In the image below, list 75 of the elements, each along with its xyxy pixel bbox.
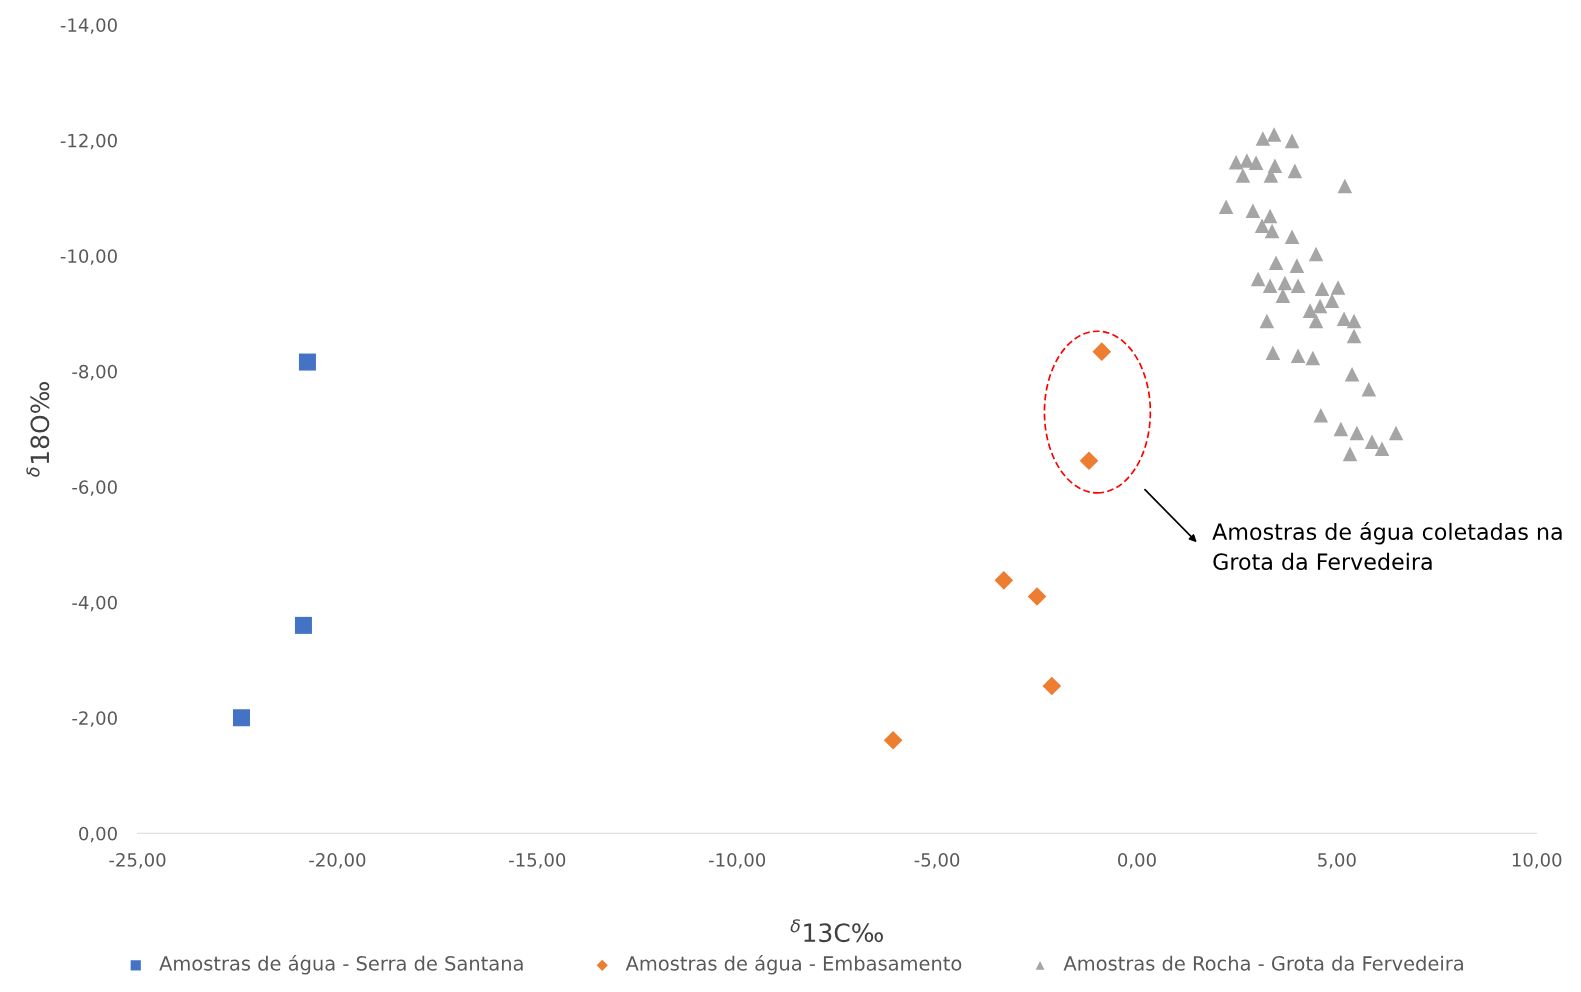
y-tick-label: -10,00 [60, 249, 117, 265]
y-tick-label: -12,00 [60, 133, 117, 150]
x-tick-label: -5,00 [914, 853, 960, 869]
x-tick-label: -20,00 [309, 853, 366, 869]
point [1277, 275, 1293, 291]
point [1254, 218, 1270, 234]
point [1302, 303, 1318, 318]
legend-label: Amostras de água - Serra de Santana [159, 954, 523, 975]
point [1235, 168, 1251, 183]
point [1265, 345, 1281, 361]
point [1245, 203, 1261, 219]
y-axis-title: $^{δ}$18O‰ [26, 382, 50, 477]
y-tick-label: -2,00 [72, 711, 117, 727]
point [1312, 298, 1328, 314]
point [1346, 328, 1362, 344]
point [1336, 311, 1352, 327]
point [1287, 163, 1303, 179]
point [1262, 278, 1278, 294]
point [1333, 421, 1349, 437]
point [1228, 154, 1244, 170]
point [1361, 381, 1377, 397]
legend-label: Amostras de água - Embasamento [625, 954, 962, 975]
point [1344, 366, 1360, 382]
point [1289, 258, 1305, 273]
point [1264, 223, 1280, 239]
point [1346, 313, 1362, 329]
point [1218, 199, 1234, 214]
point [1250, 271, 1266, 287]
x-tick-label: 10,00 [1512, 853, 1562, 869]
y-tick-label: -4,00 [72, 595, 117, 612]
point [1308, 313, 1324, 329]
y-tick-label: -14,00 [60, 18, 117, 34]
point [1079, 451, 1099, 471]
point [1308, 246, 1324, 262]
y-tick-label: -6,00 [72, 480, 117, 496]
x-axis-title: $^{δ}$13C‰ [790, 919, 883, 943]
point [294, 616, 312, 634]
point [1248, 155, 1264, 171]
point [883, 730, 903, 750]
point [1364, 434, 1380, 450]
point [1305, 350, 1321, 366]
point [994, 571, 1014, 590]
point [298, 353, 316, 371]
point [1268, 255, 1284, 271]
point [1262, 208, 1278, 224]
y-tick-label: 0,00 [79, 826, 117, 843]
point [1342, 446, 1358, 462]
x-tick-label: 5,00 [1318, 853, 1356, 869]
x-tick-label: -25,00 [109, 853, 166, 869]
y-tick-label: -8,00 [72, 364, 117, 381]
point [1337, 178, 1353, 194]
x-tick-label: 0,00 [1118, 853, 1156, 869]
point [232, 709, 250, 727]
point [1259, 313, 1275, 329]
point [1324, 293, 1340, 309]
point [1330, 280, 1346, 295]
point [1290, 348, 1306, 363]
point [1275, 288, 1291, 303]
point [1266, 127, 1282, 142]
x-tick-label: -15,00 [509, 853, 566, 869]
point [1314, 281, 1330, 296]
point [1284, 229, 1300, 245]
point [1092, 342, 1112, 361]
point [1388, 425, 1404, 441]
point [1313, 407, 1329, 423]
x-tick-label: -10,00 [708, 853, 766, 869]
point [1027, 587, 1047, 606]
point [1042, 676, 1062, 696]
point [1255, 131, 1271, 146]
point [1374, 441, 1390, 456]
point [1290, 278, 1306, 294]
annotation: Amostras de água coletadas na Grota da Fervedeira [1212, 522, 1562, 571]
legend-label: Amostras de Rocha - Grota da Fervedeira [1063, 955, 1463, 971]
point [1349, 425, 1365, 441]
point [1284, 133, 1300, 149]
